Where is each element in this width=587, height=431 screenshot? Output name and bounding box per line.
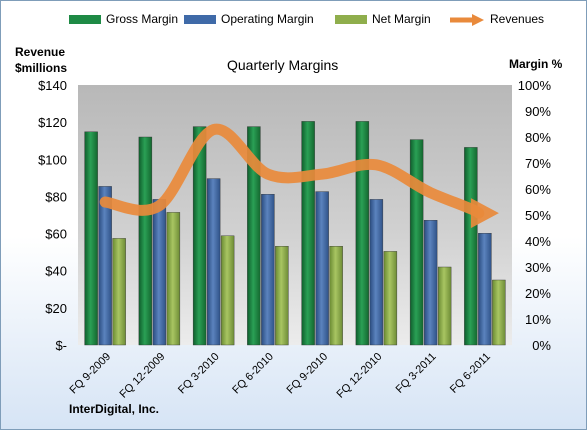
bar-gross-margin-fq-9-2010 (301, 121, 315, 346)
bar-net-margin-fq-9-2009 (112, 238, 126, 346)
right-tick-label-60: 60% (525, 182, 551, 197)
left-tick-label-60: $60 (45, 227, 67, 242)
bar-gross-margin-fq-3-2010 (192, 126, 207, 346)
right-tick-label-0: 0% (532, 338, 551, 353)
right-tick-label-40: 40% (525, 234, 551, 249)
right-axis-ticks: 0% 10% 20% 30% 40% 50% 60% 70% 80% 90% 100% (518, 78, 552, 353)
category-label-fq-12-2010: FQ 12-2010 (335, 351, 385, 401)
left-axis-label-line2: $millions (15, 61, 68, 75)
right-tick-label-80: 80% (525, 130, 551, 145)
bar-net-margin-fq-3-2010 (220, 235, 235, 346)
left-tick-label-100: $100 (38, 152, 67, 167)
left-tick-label-: $- (55, 338, 67, 353)
category-label-fq-9-2009: FQ 9-2009 (68, 351, 114, 397)
bar-gross-margin-fq-12-2009 (138, 136, 153, 346)
category-label-fq-6-2010: FQ 6-2010 (230, 351, 276, 397)
right-tick-label-70: 70% (525, 156, 551, 171)
bar-net-margin-fq-9-2010 (329, 245, 343, 346)
bar-net-margin-fq-12-2010 (383, 251, 398, 346)
legend-swatch-net (335, 15, 367, 25)
bar-operating-margin-fq-9-2009 (98, 186, 112, 346)
legend-label-revenues: Revenues (490, 12, 545, 26)
legend-net-margin: Net Margin (335, 12, 431, 27)
left-tick-label-40: $40 (45, 264, 67, 279)
legend-swatch-gross (69, 15, 101, 25)
right-tick-label-100: 100% (518, 78, 552, 93)
right-axis-label: Margin % (509, 57, 563, 71)
bar-net-margin-fq-6-2010 (275, 245, 289, 346)
bar-net-margin-fq-3-2011 (437, 266, 452, 346)
left-tick-label-80: $80 (45, 189, 67, 204)
right-tick-label-50: 50% (525, 208, 551, 223)
legend-revenues: Revenues (448, 12, 544, 27)
right-tick-label-90: 90% (525, 104, 551, 119)
left-tick-label-120: $120 (38, 115, 67, 130)
legend-operating-margin: Operating Margin (184, 12, 314, 27)
legend-gross-margin: Gross Margin (69, 12, 178, 27)
company-label: InterDigital, Inc. (69, 402, 160, 416)
revenue-line (99, 123, 485, 219)
right-tick-label-30: 30% (525, 260, 551, 275)
bar-operating-margin-fq-9-2010 (315, 191, 329, 346)
legend-label-operating: Operating Margin (221, 12, 314, 26)
bar-operating-margin-fq-12-2010 (369, 199, 384, 346)
category-labels: FQ 9-2009 FQ 12-2009 FQ 3-2010 FQ 6-2010 FQ … (68, 351, 493, 401)
category-label-fq-3-2011: FQ 3-2011 (394, 351, 439, 396)
category-label-fq-6-2011: FQ 6-2011 (448, 351, 493, 396)
legend-swatch-operating (184, 15, 216, 25)
bar-gross-margin-fq-6-2010 (247, 126, 261, 346)
bar-operating-margin-fq-3-2011 (423, 219, 438, 346)
bar-operating-margin-fq-3-2010 (206, 178, 221, 346)
category-label-fq-9-2010: FQ 9-2010 (285, 351, 331, 397)
revenue-line-group (99, 123, 499, 229)
bar-net-margin-fq-6-2011 (492, 279, 506, 346)
right-tick-label-20: 20% (525, 286, 551, 301)
left-axis-label-line1: Revenue (15, 45, 66, 59)
bar-operating-margin-fq-6-2010 (261, 193, 275, 346)
legend-arrow-icon (450, 13, 484, 26)
chart-title: Quarterly Margins (227, 57, 339, 73)
bars-group (84, 121, 506, 346)
category-label-fq-3-2010: FQ 3-2010 (176, 351, 222, 397)
bar-gross-margin-fq-12-2010 (355, 121, 370, 346)
bar-operating-margin-fq-12-2009 (152, 199, 167, 346)
legend-label-gross: Gross Margin (106, 12, 179, 26)
revenue-arrowhead-icon (470, 198, 499, 229)
legend-label-net: Net Margin (372, 12, 431, 26)
bar-gross-margin-fq-9-2009 (84, 131, 98, 346)
right-tick-label-10: 10% (525, 312, 551, 327)
left-axis-ticks: $- $20 $40 $60 $80 $100 $120 $140 (38, 78, 67, 353)
bar-operating-margin-fq-6-2011 (478, 232, 492, 346)
left-tick-label-20: $20 (45, 301, 67, 316)
left-tick-label-140: $140 (38, 78, 67, 93)
bar-gross-margin-fq-3-2011 (409, 139, 424, 346)
category-label-fq-12-2009: FQ 12-2009 (118, 351, 168, 401)
bar-net-margin-fq-12-2009 (166, 212, 181, 346)
bar-gross-margin-fq-6-2011 (464, 147, 478, 346)
